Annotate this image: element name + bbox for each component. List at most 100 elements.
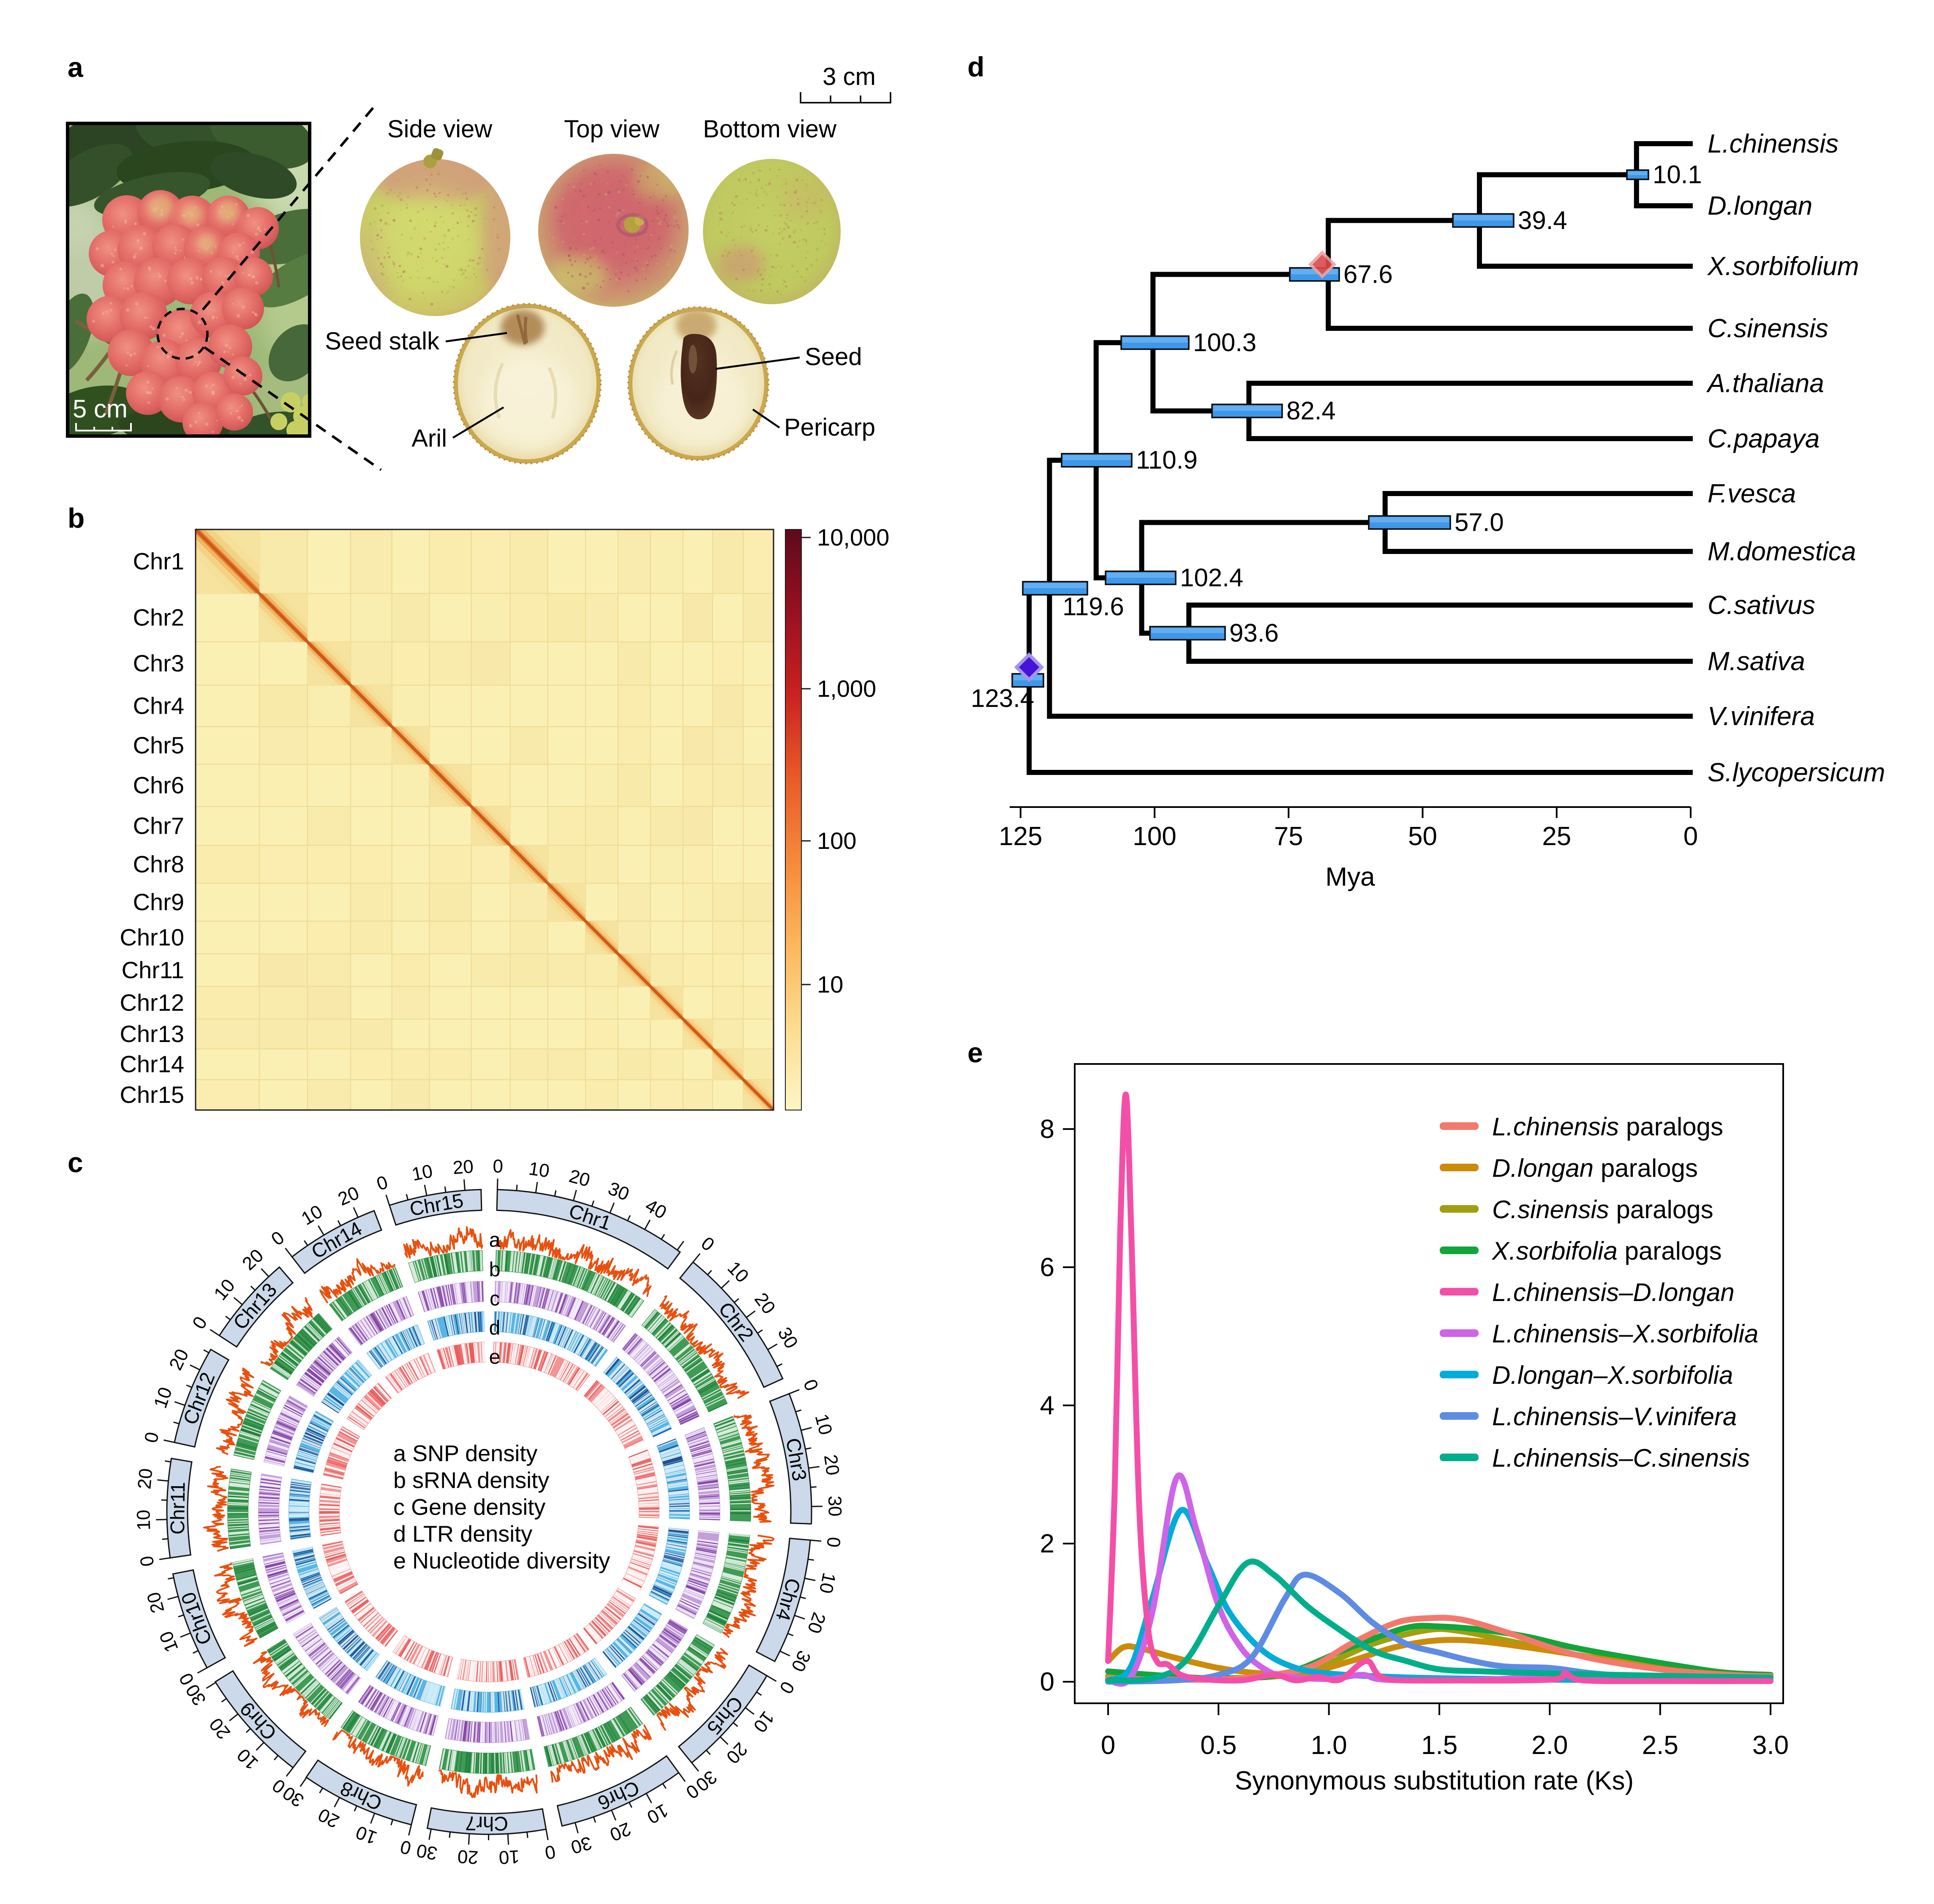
svg-text:75: 75 (1274, 822, 1303, 851)
svg-text:b: b (489, 1259, 501, 1281)
svg-text:c Gene density: c Gene density (393, 1495, 545, 1520)
svg-text:Chr2: Chr2 (133, 604, 184, 631)
svg-text:4: 4 (1040, 1391, 1054, 1420)
svg-text:10: 10 (817, 971, 843, 998)
svg-text:2.5: 2.5 (1642, 1731, 1678, 1760)
svg-text:102.4: 102.4 (1180, 564, 1243, 592)
svg-text:5 cm: 5 cm (73, 395, 128, 423)
svg-text:10.1: 10.1 (1653, 161, 1702, 189)
svg-text:10: 10 (815, 1571, 839, 1595)
svg-text:10: 10 (410, 1161, 435, 1185)
svg-text:2.0: 2.0 (1531, 1731, 1568, 1760)
svg-text:10: 10 (498, 1846, 520, 1868)
svg-text:X.sorbifolia paralogs: X.sorbifolia paralogs (1491, 1237, 1722, 1265)
svg-text:Aril: Aril (411, 425, 447, 452)
svg-text:82.4: 82.4 (1286, 397, 1336, 425)
svg-text:C.sinensis paralogs: C.sinensis paralogs (1492, 1195, 1713, 1224)
svg-text:Chr7: Chr7 (465, 1812, 508, 1835)
svg-text:D.longan: D.longan (1708, 191, 1812, 221)
svg-text:50: 50 (1408, 822, 1437, 851)
svg-text:20: 20 (820, 1453, 843, 1476)
svg-text:a: a (489, 1229, 501, 1252)
svg-text:Chr15: Chr15 (120, 1081, 184, 1108)
svg-text:S.lycopersicum: S.lycopersicum (1708, 758, 1885, 787)
svg-text:10: 10 (133, 1509, 154, 1530)
svg-text:125: 125 (999, 822, 1042, 851)
svg-text:a: a (68, 52, 84, 83)
svg-text:0: 0 (493, 1156, 504, 1177)
svg-text:Side view: Side view (387, 115, 493, 143)
svg-text:30: 30 (415, 1840, 439, 1864)
svg-text:L.chinensis–D.longan: L.chinensis–D.longan (1492, 1278, 1735, 1307)
svg-text:2: 2 (1040, 1529, 1054, 1558)
svg-text:X.sorbifolium: X.sorbifolium (1707, 252, 1859, 281)
svg-text:C.sinensis: C.sinensis (1708, 314, 1828, 343)
svg-text:30: 30 (824, 1495, 845, 1517)
svg-text:123.4: 123.4 (971, 684, 1034, 712)
svg-text:Chr6: Chr6 (133, 772, 184, 799)
svg-text:Chr1: Chr1 (133, 548, 184, 575)
svg-text:V.vinifera: V.vinifera (1708, 702, 1815, 731)
svg-text:57.0: 57.0 (1455, 508, 1504, 537)
svg-text:c: c (68, 1147, 83, 1178)
svg-text:Synonymous substitution rate (: Synonymous substitution rate (Ks) (1235, 1766, 1634, 1795)
svg-text:Chr4: Chr4 (133, 693, 184, 719)
svg-text:119.6: 119.6 (1062, 592, 1124, 621)
svg-text:100: 100 (817, 827, 856, 854)
svg-text:1.5: 1.5 (1421, 1731, 1457, 1760)
svg-text:1.0: 1.0 (1311, 1731, 1347, 1760)
svg-text:Seed stalk: Seed stalk (325, 327, 440, 355)
svg-text:10,000: 10,000 (817, 524, 889, 551)
svg-text:3 cm: 3 cm (823, 63, 876, 90)
svg-text:25: 25 (1542, 822, 1571, 851)
svg-text:b: b (68, 502, 84, 534)
svg-text:Seed: Seed (805, 343, 862, 371)
svg-text:M.domestica: M.domestica (1708, 537, 1856, 566)
svg-text:3.0: 3.0 (1752, 1731, 1789, 1760)
svg-text:L.chinensis: L.chinensis (1708, 129, 1839, 158)
svg-text:110.9: 110.9 (1136, 446, 1198, 474)
svg-text:Chr10: Chr10 (120, 924, 184, 951)
svg-text:d: d (967, 51, 984, 82)
svg-text:10: 10 (811, 1412, 836, 1437)
svg-text:20: 20 (452, 1156, 474, 1178)
svg-text:6: 6 (1040, 1253, 1054, 1282)
svg-text:0: 0 (1040, 1667, 1054, 1697)
svg-text:b sRNA density: b sRNA density (393, 1468, 549, 1493)
svg-text:L.chinensis–X.sorbifolia: L.chinensis–X.sorbifolia (1492, 1320, 1758, 1348)
svg-text:0: 0 (1101, 1731, 1115, 1760)
svg-text:20: 20 (134, 1468, 156, 1490)
svg-text:0.5: 0.5 (1200, 1731, 1237, 1760)
svg-text:20: 20 (457, 1846, 479, 1868)
svg-text:Mya: Mya (1325, 862, 1375, 892)
svg-text:Chr8: Chr8 (133, 851, 184, 877)
svg-text:Chr9: Chr9 (133, 889, 184, 915)
svg-text:C.sativus: C.sativus (1708, 591, 1815, 620)
svg-text:100.3: 100.3 (1193, 328, 1256, 357)
svg-text:D.longan paralogs: D.longan paralogs (1492, 1154, 1698, 1182)
svg-text:Pericarp: Pericarp (784, 414, 875, 441)
svg-text:Chr14: Chr14 (120, 1051, 184, 1077)
svg-text:39.4: 39.4 (1518, 206, 1567, 235)
svg-text:Chr7: Chr7 (133, 813, 184, 839)
svg-text:e Nucleotide diversity: e Nucleotide diversity (393, 1548, 610, 1574)
svg-text:Chr5: Chr5 (133, 732, 184, 758)
svg-text:93.6: 93.6 (1229, 619, 1279, 647)
svg-text:D.longan–X.sorbifolia: D.longan–X.sorbifolia (1492, 1361, 1733, 1389)
svg-text:Chr11: Chr11 (122, 957, 184, 983)
svg-text:Chr13: Chr13 (120, 1020, 184, 1047)
svg-text:Chr11: Chr11 (166, 1482, 189, 1535)
svg-text:67.6: 67.6 (1343, 260, 1393, 288)
svg-text:F.vesca: F.vesca (1708, 479, 1796, 508)
svg-text:L.chinensis–V.vinifera: L.chinensis–V.vinifera (1492, 1402, 1737, 1431)
svg-text:M.sativa: M.sativa (1708, 647, 1805, 676)
svg-text:a SNP density: a SNP density (393, 1441, 537, 1466)
svg-text:Chr12: Chr12 (120, 989, 184, 1016)
svg-text:d LTR density: d LTR density (393, 1522, 532, 1547)
svg-text:Bottom view: Bottom view (703, 115, 837, 143)
svg-text:Chr3: Chr3 (133, 650, 184, 676)
svg-text:10: 10 (527, 1158, 551, 1182)
svg-text:d: d (489, 1317, 501, 1339)
svg-text:Top view: Top view (564, 115, 660, 143)
svg-text:A.thaliana: A.thaliana (1706, 369, 1824, 398)
